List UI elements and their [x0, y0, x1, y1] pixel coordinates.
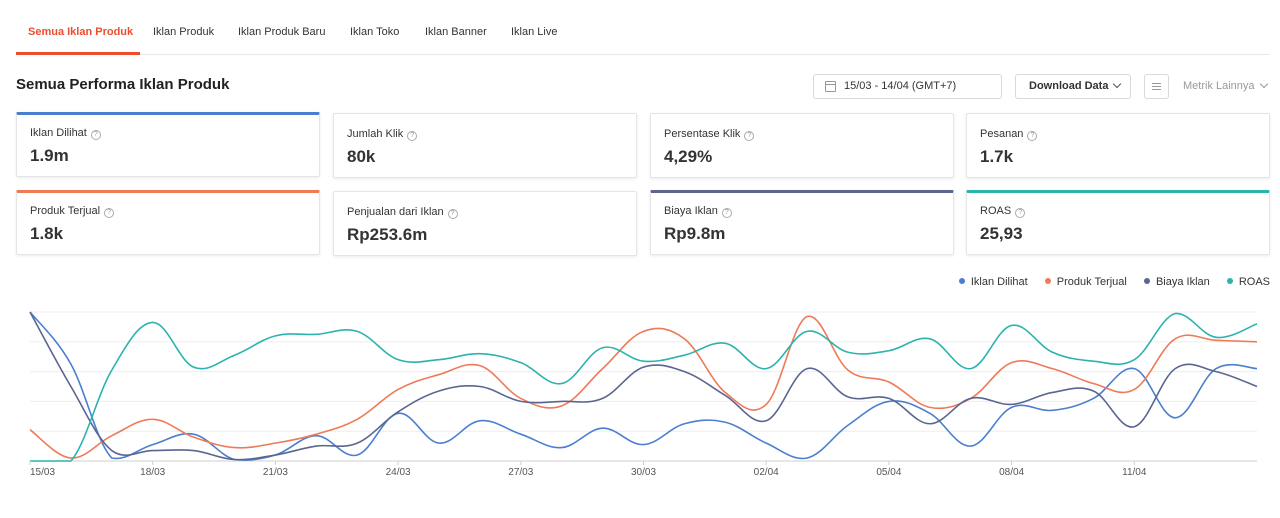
tab-iklan-produk[interactable]: Iklan Produk — [153, 26, 215, 38]
metric-label: Biaya Iklan — [664, 205, 718, 217]
active-tab-indicator — [16, 52, 140, 55]
legend-dot — [1226, 278, 1233, 284]
metric-value: Rp253.6m — [347, 225, 428, 244]
x-tick-label: 18/03 — [140, 467, 165, 478]
metric-label: Persentase Klik — [664, 128, 741, 140]
legend-dot — [958, 278, 965, 284]
series-line-produk-terjual — [29, 315, 1258, 459]
help-icon[interactable]: ? — [721, 208, 732, 218]
legend-dot — [1044, 278, 1051, 284]
help-icon[interactable]: ? — [90, 130, 101, 140]
chart-grid — [30, 311, 1257, 462]
metric-label: Produk Terjual — [30, 205, 101, 217]
metric-card-produk-terjual[interactable]: Produk Terjual? 1.8k — [16, 190, 320, 255]
legend-item-biaya-iklan[interactable]: Biaya Iklan — [1143, 276, 1210, 288]
metric-label: Penjualan dari Iklan — [347, 206, 444, 218]
metric-list-button[interactable] — [1144, 74, 1169, 99]
x-tick-label: 21/03 — [263, 467, 288, 478]
more-metrics-label: Metrik Lainnya — [1183, 80, 1255, 92]
performance-line-chart: 15/03 18/03 21/03 24/03 27/03 30/03 02/04 05/04… — [29, 311, 1258, 478]
tab-bar: Semua Iklan Produk Iklan Produk Iklan Pr… — [16, 0, 1270, 55]
metric-label: Iklan Dilihat — [30, 127, 87, 139]
legend-item-produk-terjual[interactable]: Produk Terjual — [1044, 276, 1127, 288]
help-icon[interactable]: ? — [1015, 208, 1026, 218]
date-range-text: 15/03 - 14/04 (GMT+7) — [844, 80, 957, 92]
legend-dot — [1143, 278, 1150, 284]
metric-card-roas[interactable]: ROAS? 25,93 — [966, 190, 1270, 255]
metric-value: 1.7k — [980, 147, 1014, 166]
date-range-picker[interactable]: 15/03 - 14/04 (GMT+7) — [813, 74, 1002, 99]
series-line-biaya-iklan — [29, 311, 1258, 461]
legend-label: Iklan Dilihat — [970, 276, 1028, 288]
help-icon[interactable]: ? — [104, 208, 115, 218]
more-metrics-dropdown[interactable]: Metrik Lainnya — [1183, 74, 1268, 99]
x-tick-label: 08/04 — [999, 467, 1024, 478]
chevron-down-icon — [1113, 79, 1122, 89]
legend-label: ROAS — [1238, 276, 1270, 288]
metric-card-jumlah-klik[interactable]: Jumlah Klik? 80k — [333, 113, 637, 178]
metric-card-penjualan-dari-iklan[interactable]: Penjualan dari Iklan? Rp253.6m — [333, 191, 637, 256]
x-tick-label: 30/03 — [631, 467, 656, 478]
help-icon[interactable]: ? — [1027, 131, 1038, 141]
calendar-icon — [825, 81, 836, 92]
tab-iklan-live[interactable]: Iklan Live — [511, 26, 558, 38]
chart-lines — [29, 311, 1258, 462]
metric-card-pesanan[interactable]: Pesanan? 1.7k — [966, 113, 1270, 178]
x-tick-label: 02/04 — [754, 467, 779, 478]
metric-label: Jumlah Klik — [347, 128, 404, 140]
metric-card-iklan-dilihat[interactable]: Iklan Dilihat? 1.9m — [16, 112, 320, 177]
metric-card-biaya-iklan[interactable]: Biaya Iklan? Rp9.8m — [650, 190, 954, 255]
x-tick-label: 11/04 — [1122, 467, 1147, 478]
chevron-down-icon — [1259, 79, 1268, 89]
metric-value: 1.9m — [30, 146, 69, 165]
help-icon[interactable]: ? — [447, 209, 458, 219]
help-icon[interactable]: ? — [407, 131, 418, 141]
x-tick-label: 27/03 — [508, 467, 533, 478]
metric-label: Pesanan — [980, 128, 1024, 140]
metric-value: 25,93 — [980, 224, 1023, 243]
metric-value: 4,29% — [664, 147, 713, 166]
metric-value: Rp9.8m — [664, 224, 726, 243]
legend-item-roas[interactable]: ROAS — [1226, 276, 1270, 288]
tab-iklan-produk-baru[interactable]: Iklan Produk Baru — [238, 26, 326, 38]
chart-legend: Iklan Dilihat Produk Terjual Biaya Iklan… — [945, 276, 1270, 288]
download-data-button[interactable]: Download Data — [1015, 74, 1131, 99]
tab-iklan-toko[interactable]: Iklan Toko — [350, 26, 400, 38]
legend-label: Produk Terjual — [1056, 276, 1127, 288]
tab-semua-iklan-produk[interactable]: Semua Iklan Produk — [28, 26, 134, 38]
metric-value: 1.8k — [30, 224, 64, 243]
help-icon[interactable]: ? — [744, 131, 755, 141]
metric-value: 80k — [347, 147, 376, 166]
download-data-label: Download Data — [1029, 80, 1109, 92]
tab-iklan-banner[interactable]: Iklan Banner — [425, 26, 487, 38]
page-title: Semua Performa Iklan Produk — [16, 76, 230, 93]
series-line-roas — [30, 312, 1258, 462]
series-line-iklan-dilihat — [29, 311, 1258, 461]
legend-item-iklan-dilihat[interactable]: Iklan Dilihat — [958, 276, 1028, 288]
x-tick-label: 24/03 — [386, 467, 411, 478]
legend-label: Biaya Iklan — [1155, 276, 1210, 288]
metric-card-persentase-klik[interactable]: Persentase Klik? 4,29% — [650, 113, 954, 178]
metric-label: ROAS — [980, 205, 1012, 217]
x-tick-label: 05/04 — [876, 467, 901, 478]
x-axis-ticks: 15/03 18/03 21/03 24/03 27/03 30/03 02/04 05/04… — [29, 461, 1147, 478]
x-tick-label: 15/03 — [30, 467, 55, 478]
